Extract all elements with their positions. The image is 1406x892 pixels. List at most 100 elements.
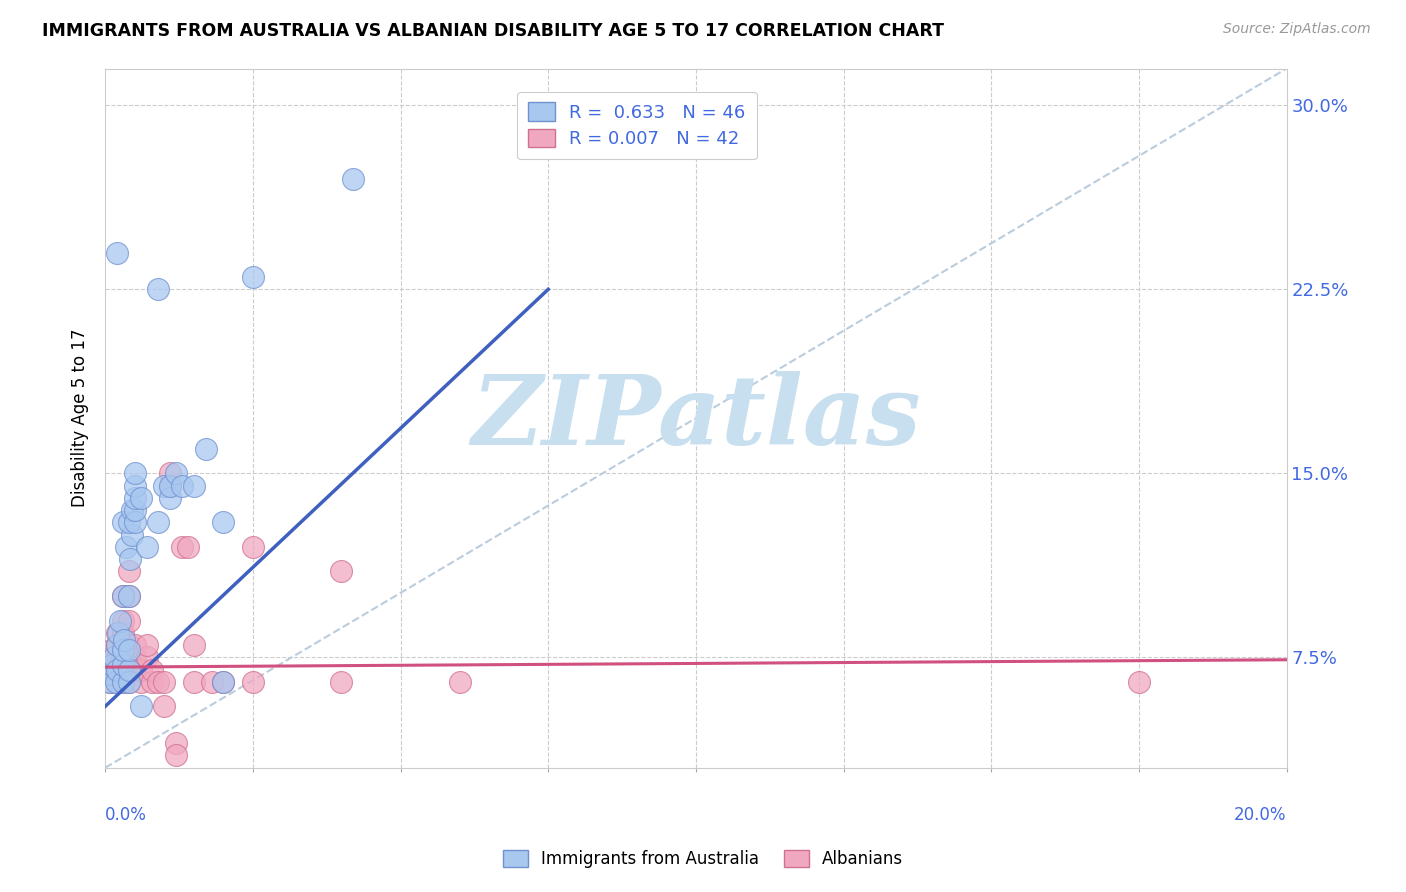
Point — [124, 663, 146, 677]
Point — [330, 674, 353, 689]
Point — [118, 663, 141, 677]
Point — [118, 589, 141, 603]
Point — [129, 699, 152, 714]
Point — [148, 674, 170, 689]
Point — [159, 467, 181, 481]
Point — [118, 589, 141, 603]
Point — [111, 674, 134, 689]
Point — [200, 674, 222, 689]
Point — [124, 491, 146, 505]
Point — [105, 674, 128, 689]
Point — [124, 650, 146, 665]
Point — [100, 667, 122, 681]
Point — [105, 245, 128, 260]
Text: Source: ZipAtlas.com: Source: ZipAtlas.com — [1223, 22, 1371, 37]
Point — [212, 516, 235, 530]
Point — [1128, 674, 1150, 689]
Point — [103, 650, 125, 665]
Point — [105, 638, 128, 652]
Point — [124, 516, 146, 530]
Point — [115, 540, 138, 554]
Point — [342, 172, 364, 186]
Point — [118, 643, 141, 657]
Point — [124, 467, 146, 481]
Point — [330, 565, 353, 579]
Point — [111, 614, 134, 628]
Legend: R =  0.633   N = 46, R = 0.007   N = 42: R = 0.633 N = 46, R = 0.007 N = 42 — [517, 92, 756, 159]
Point — [100, 657, 122, 672]
Point — [111, 643, 134, 657]
Point — [183, 478, 205, 492]
Point — [242, 270, 264, 285]
Point — [159, 491, 181, 505]
Point — [118, 650, 141, 665]
Point — [124, 638, 146, 652]
Point — [141, 674, 163, 689]
Text: 0.0%: 0.0% — [105, 806, 148, 824]
Point — [105, 663, 128, 677]
Point — [112, 633, 135, 648]
Point — [183, 674, 205, 689]
Point — [105, 638, 128, 652]
Point — [105, 663, 128, 677]
Point — [111, 650, 134, 665]
Point — [118, 565, 141, 579]
Legend: Immigrants from Australia, Albanians: Immigrants from Australia, Albanians — [496, 843, 910, 875]
Point — [135, 650, 157, 665]
Point — [165, 467, 187, 481]
Point — [111, 589, 134, 603]
Point — [118, 614, 141, 628]
Point — [118, 516, 141, 530]
Point — [153, 699, 176, 714]
Point — [118, 638, 141, 652]
Point — [121, 503, 143, 517]
Point — [98, 674, 121, 689]
Point — [148, 282, 170, 296]
Text: IMMIGRANTS FROM AUSTRALIA VS ALBANIAN DISABILITY AGE 5 TO 17 CORRELATION CHART: IMMIGRANTS FROM AUSTRALIA VS ALBANIAN DI… — [42, 22, 945, 40]
Point — [194, 442, 217, 456]
Point — [212, 674, 235, 689]
Point — [183, 638, 205, 652]
Point — [135, 638, 157, 652]
Point — [148, 516, 170, 530]
Point — [165, 736, 187, 750]
Point — [104, 674, 127, 689]
Point — [118, 674, 141, 689]
Point — [159, 478, 181, 492]
Point — [124, 478, 146, 492]
Point — [111, 657, 134, 672]
Point — [242, 674, 264, 689]
Point — [105, 625, 128, 640]
Point — [141, 663, 163, 677]
Point — [107, 625, 129, 640]
Text: ZIPatlas: ZIPatlas — [471, 371, 921, 465]
Point — [100, 663, 122, 677]
Point — [101, 657, 124, 672]
Point — [159, 478, 181, 492]
Point — [105, 667, 128, 681]
Point — [118, 674, 141, 689]
Point — [177, 540, 200, 554]
Point — [111, 625, 134, 640]
Point — [118, 663, 141, 677]
Point — [129, 491, 152, 505]
Point — [111, 589, 134, 603]
Point — [124, 503, 146, 517]
Point — [111, 674, 134, 689]
Point — [212, 674, 235, 689]
Point — [129, 674, 152, 689]
Point — [170, 540, 193, 554]
Point — [100, 650, 122, 665]
Point — [111, 667, 134, 681]
Point — [98, 674, 121, 689]
Y-axis label: Disability Age 5 to 17: Disability Age 5 to 17 — [72, 329, 89, 508]
Point — [111, 516, 134, 530]
Point — [129, 663, 152, 677]
Point — [165, 748, 187, 763]
Point — [135, 540, 157, 554]
Point — [111, 663, 134, 677]
Point — [170, 478, 193, 492]
Point — [121, 527, 143, 541]
Point — [111, 638, 134, 652]
Text: 20.0%: 20.0% — [1234, 806, 1286, 824]
